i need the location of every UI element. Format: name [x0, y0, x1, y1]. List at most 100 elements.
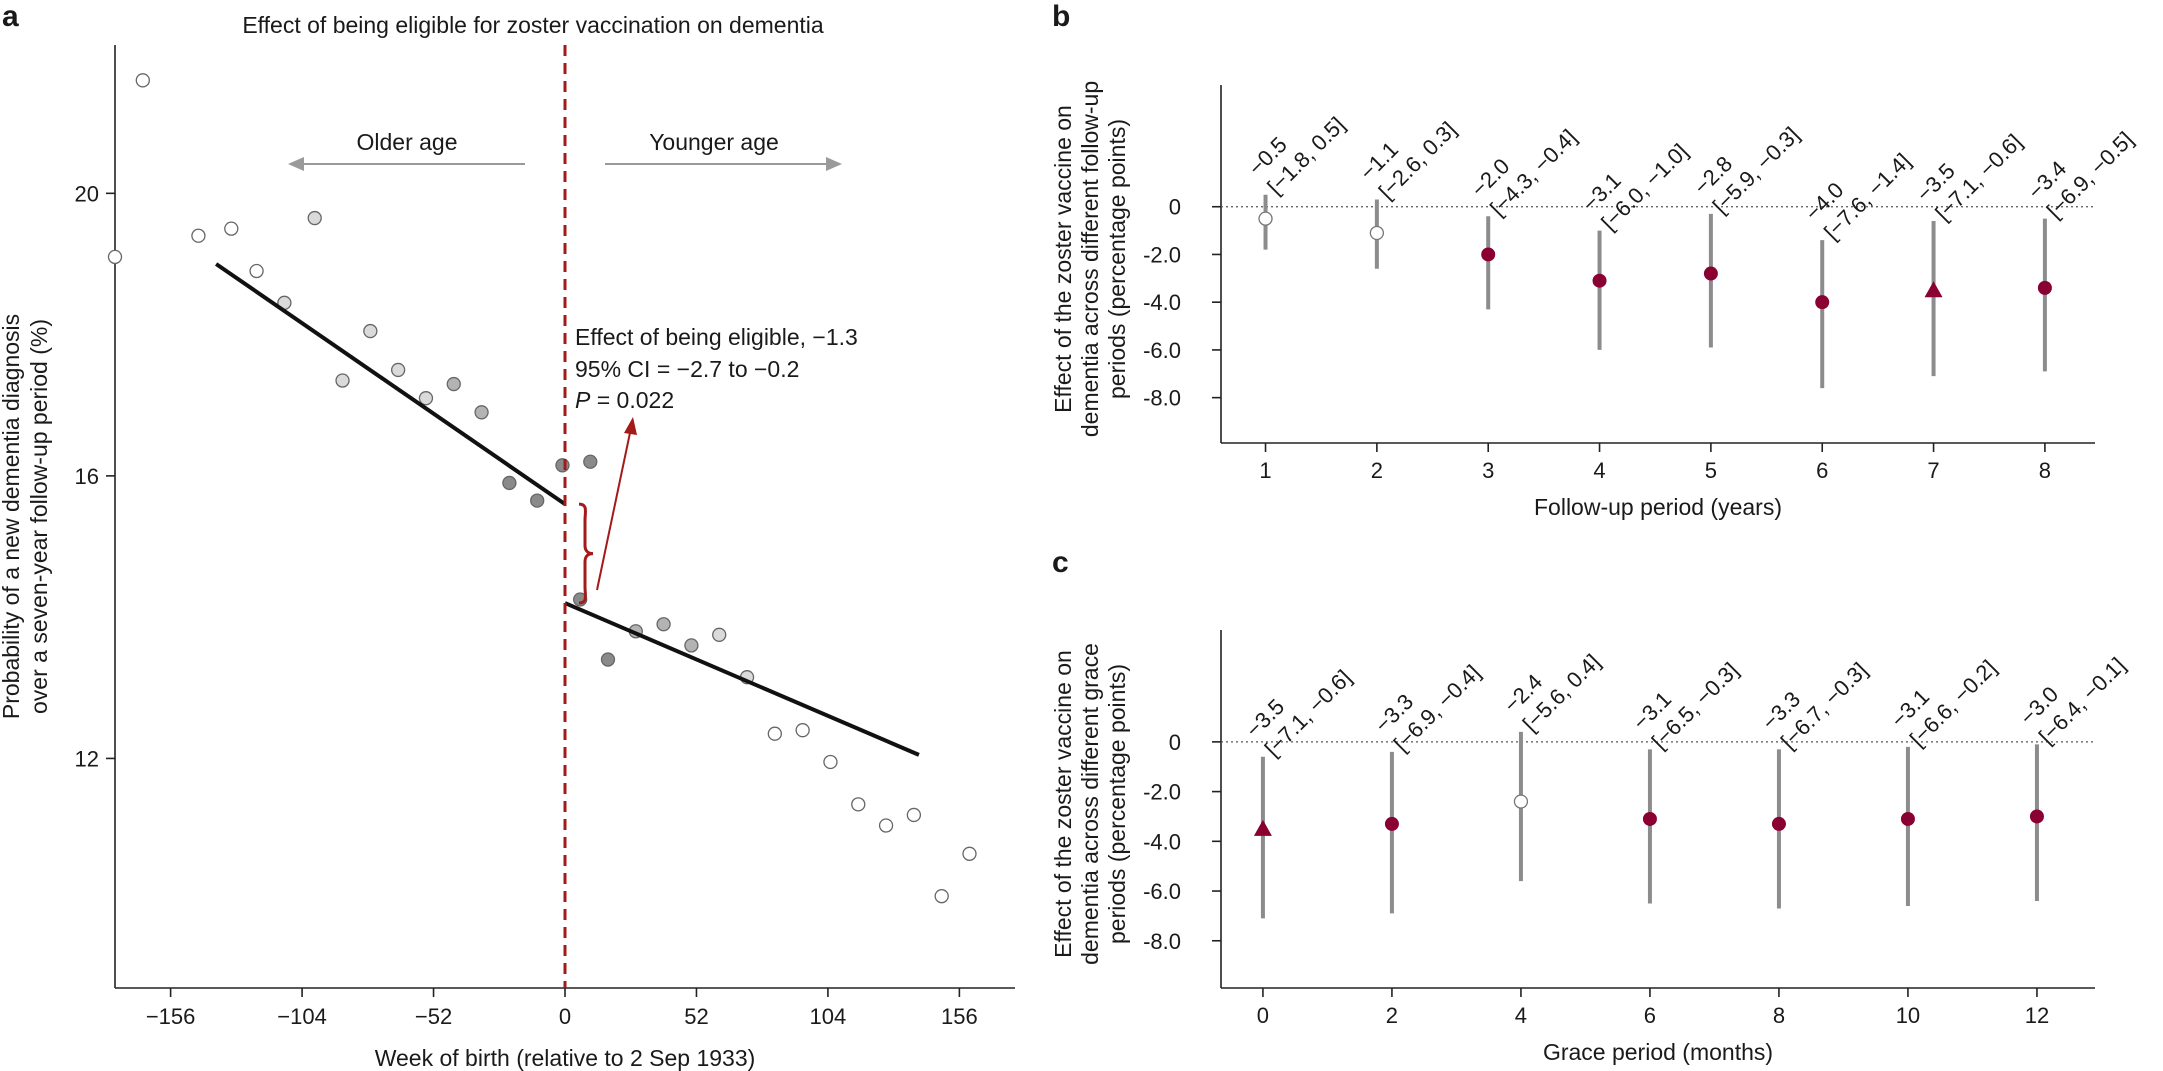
data-point	[878, 818, 894, 833]
data-point	[107, 249, 123, 265]
y-tick-label: 16	[75, 464, 99, 489]
data-point	[224, 221, 239, 236]
x-tick-label: 0	[1257, 1003, 1269, 1028]
panel-label-a: a	[2, 0, 19, 33]
x-axis-label: Grace period (months)	[1543, 1039, 1773, 1065]
data-point	[712, 627, 727, 642]
data-point	[555, 458, 570, 473]
x-tick-label: −156	[146, 1004, 196, 1029]
x-tick-label: 2	[1386, 1003, 1398, 1028]
y-tick-label: -2.0	[1143, 780, 1181, 805]
x-tick-label: 8	[1773, 1003, 1785, 1028]
y-tick-label: 0	[1169, 195, 1181, 220]
point-estimate	[1592, 273, 1607, 288]
x-tick-label: 6	[1816, 458, 1828, 483]
fit-line-right	[564, 601, 920, 757]
data-point	[363, 323, 378, 339]
panel-b-chart: 1 2 3 4 5 6 7 8 0 -2.0 -4.0 -6.0 -8.0 Follow-up perio…	[1050, 81, 2138, 520]
panel-label-c: c	[1052, 546, 1069, 579]
point-estimate-open	[1369, 225, 1385, 241]
annotation-arrow-shaft	[596, 427, 632, 591]
x-tick-label: 4	[1515, 1003, 1527, 1028]
effect-annotation: Effect of being eligible, −1.3	[575, 324, 858, 350]
x-tick-label: 104	[810, 1004, 847, 1029]
x-tick-label: −104	[277, 1004, 327, 1029]
data-point	[934, 889, 949, 904]
p-symbol: P	[575, 387, 591, 413]
data-point	[335, 373, 350, 388]
x-tick-label: 7	[1927, 458, 1939, 483]
point-estimate	[2029, 809, 2044, 824]
chart-title: Effect of being eligible for zoster vacc…	[242, 12, 824, 38]
point-estimate	[1771, 816, 1786, 831]
x-tick-label: 52	[684, 1004, 708, 1029]
data-point	[583, 454, 598, 469]
data-point	[823, 754, 838, 770]
point-estimate	[1703, 266, 1718, 281]
p-value-annotation: P = 0.022	[575, 387, 674, 413]
data-point	[502, 475, 517, 491]
x-tick-label: 12	[2025, 1003, 2049, 1028]
point-estimate	[1384, 816, 1399, 831]
panel-label-b: b	[1052, 0, 1070, 33]
data-point	[962, 846, 977, 861]
data-point	[656, 617, 671, 632]
y-tick-label: -8.0	[1143, 929, 1181, 954]
x-tick-label: 6	[1644, 1003, 1656, 1028]
data-point	[530, 493, 545, 508]
data-point	[795, 723, 810, 738]
y-axis-label-line-2: dementia across different follow-up	[1077, 81, 1103, 437]
data-point	[390, 362, 406, 378]
fit-line-left	[214, 262, 567, 506]
p-value: = 0.022	[590, 387, 674, 413]
younger-age-label: Younger age	[649, 129, 779, 155]
ci-annotation: 95% CI = −2.7 to −0.2	[575, 356, 799, 382]
x-tick-label: 5	[1705, 458, 1717, 483]
data-point	[446, 376, 461, 392]
data-point	[684, 638, 699, 653]
y-axis-label-line-3: periods (percentage points)	[1104, 664, 1130, 944]
x-tick-label: −52	[415, 1004, 452, 1029]
point-estimate	[1900, 811, 1915, 826]
point-estimate	[1481, 247, 1496, 262]
x-axis-label: Week of birth (relative to 2 Sep 1933)	[375, 1045, 756, 1071]
data-point	[249, 263, 264, 279]
y-axis-label-line-3: periods (percentage points)	[1104, 119, 1130, 399]
y-tick-label: -6.0	[1143, 879, 1181, 904]
y-tick-label: -4.0	[1143, 829, 1181, 854]
x-tick-label: 4	[1593, 458, 1605, 483]
data-point	[600, 652, 616, 667]
point-estimate	[1642, 811, 1657, 826]
y-axis-label-line-1: Effect of the zoster vaccine on	[1050, 105, 1076, 413]
x-tick-label: 0	[559, 1004, 571, 1029]
discontinuity-brace	[578, 502, 594, 605]
panel-a-chart: −156 −104 −52 0 52 104 156 12 16 20 Effect of bein…	[0, 12, 1015, 1071]
y-tick-label: -8.0	[1143, 386, 1181, 411]
data-point	[135, 73, 150, 88]
older-age-label: Older age	[356, 129, 457, 155]
x-tick-label: 8	[2039, 458, 2051, 483]
data-point	[767, 726, 782, 741]
y-tick-label: 12	[75, 746, 99, 771]
data-point	[851, 797, 866, 812]
data-point	[418, 391, 434, 406]
y-tick-label: -6.0	[1143, 338, 1181, 363]
x-tick-label: 1	[1259, 458, 1271, 483]
point-estimate-triangle	[1253, 819, 1272, 836]
y-axis-label-line-2: dementia across different grace	[1077, 643, 1103, 965]
y-tick-label: 0	[1169, 730, 1181, 755]
x-tick-label: 156	[941, 1004, 978, 1029]
data-point	[906, 807, 922, 823]
x-tick-label: 2	[1371, 458, 1383, 483]
y-tick-label: -2.0	[1143, 242, 1181, 267]
point-estimate-triangle	[1924, 281, 1943, 298]
point-estimate	[2037, 280, 2052, 295]
point-estimate-open	[1513, 794, 1529, 809]
point-estimate-open	[1258, 211, 1273, 226]
x-tick-label: 10	[1896, 1003, 1920, 1028]
panel-c-chart: 0 2 4 6 8 10 12 0 -2.0 -4.0 -6.0 -8.0 Grace period (…	[1050, 630, 2130, 1065]
annotation-arrow-head	[624, 417, 637, 435]
y-tick-label: -4.0	[1143, 290, 1181, 315]
x-tick-label: 3	[1482, 458, 1494, 483]
